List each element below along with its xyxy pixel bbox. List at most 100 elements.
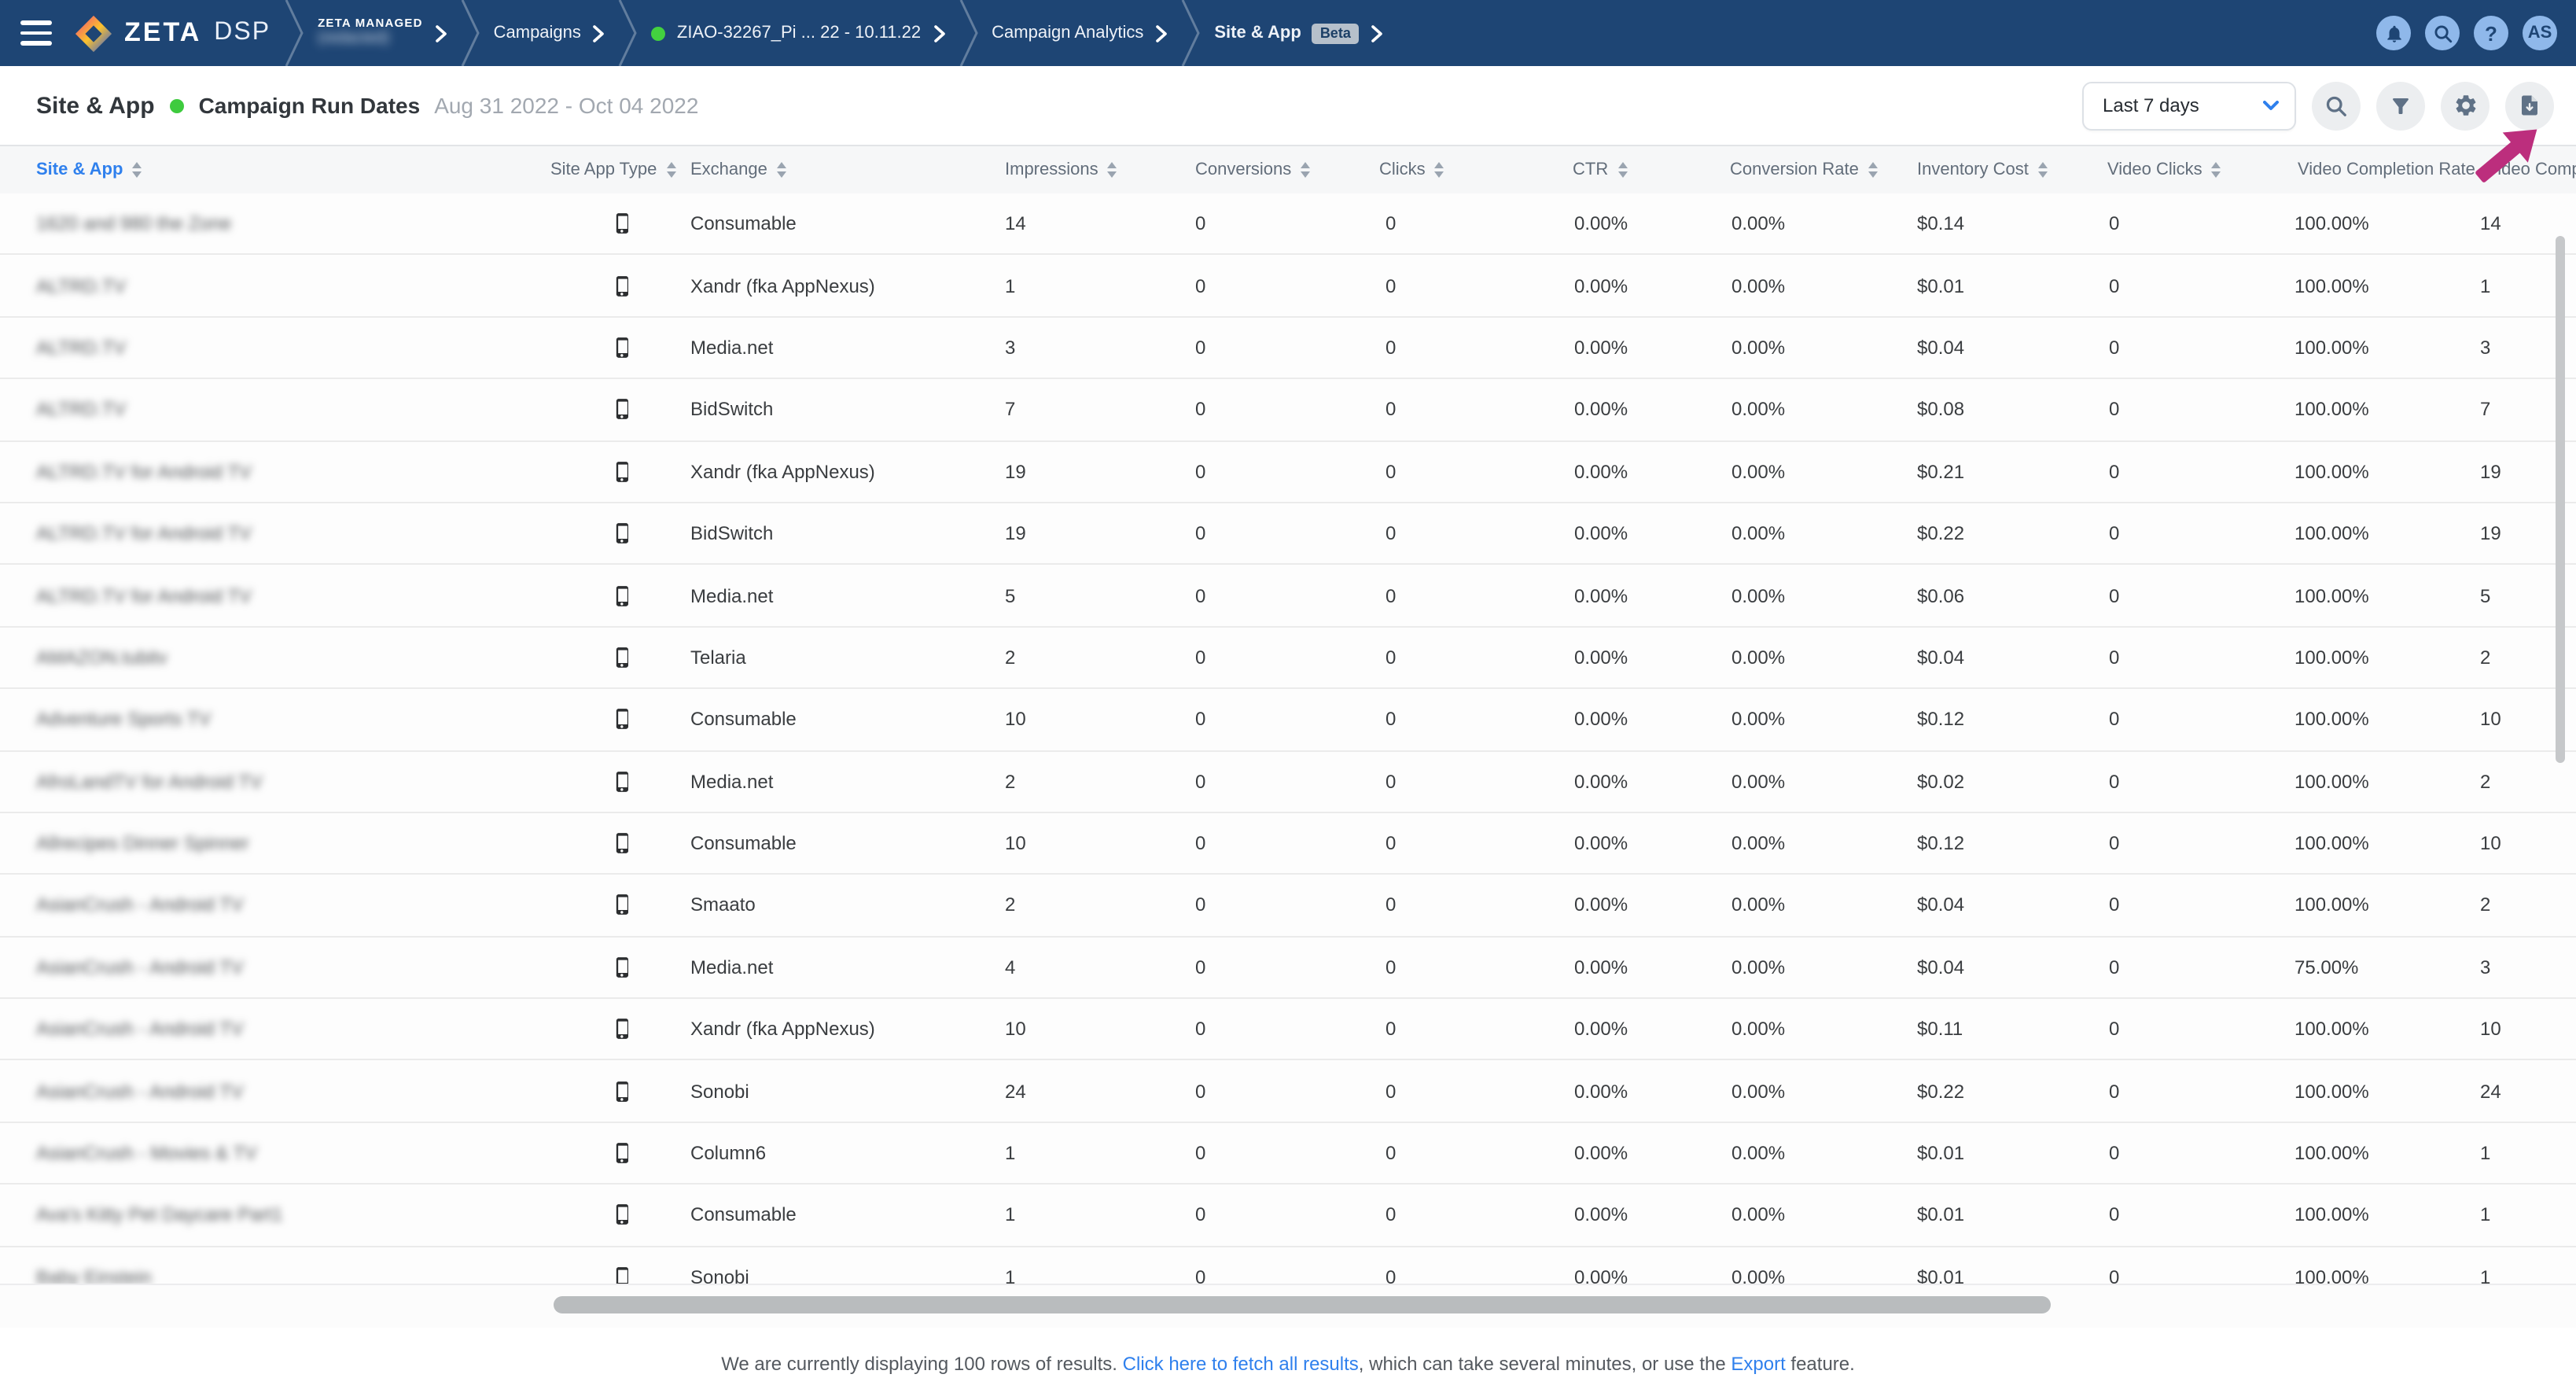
date-range-selected-value: Last 7 days — [2103, 94, 2199, 116]
table-row[interactable]: ALTRD.TV for Android TV Xandr (fka AppNe… — [0, 441, 2576, 503]
conversions-cell: 0 — [1195, 1266, 1206, 1284]
horizontal-scrollbar[interactable] — [554, 1296, 2051, 1313]
inventory-cost-cell: $0.12 — [1917, 832, 1965, 855]
table-row[interactable]: AsianCrush - Movies & TV Column6 1 0 0 0… — [0, 1122, 2576, 1185]
notifications-button[interactable] — [2376, 16, 2411, 50]
table-row[interactable]: Adventure Sports TV Consumable 10 0 0 0.… — [0, 689, 2576, 752]
exchange-cell: Media.net — [690, 956, 774, 978]
column-header-site-app-type[interactable]: Site App Type — [550, 146, 676, 193]
table-row[interactable]: Allrecipes Dinner Spinner Consumable 10 … — [0, 812, 2576, 875]
search-button[interactable] — [2425, 16, 2460, 50]
inventory-cost-cell: $0.01 — [1917, 1266, 1965, 1284]
sort-icon — [1107, 161, 1117, 179]
column-header-video-clicks[interactable]: Video Clicks — [2107, 146, 2221, 193]
video-completions-cell: 19 — [2480, 522, 2501, 545]
column-header-inventory-cost[interactable]: Inventory Cost — [1917, 146, 2048, 193]
column-header-ctr[interactable]: CTR — [1573, 146, 1628, 193]
beta-badge: Beta — [1312, 23, 1359, 43]
impressions-cell: 10 — [1005, 832, 1026, 855]
question-mark-icon: ? — [2485, 21, 2497, 45]
table-row[interactable]: AsianCrush - Android TV Media.net 4 0 0 … — [0, 937, 2576, 1000]
table-row[interactable]: AMAZON.tubitv Telaria 2 0 0 0.00% 0.00% … — [0, 627, 2576, 690]
ctr-cell: 0.00% — [1574, 708, 1628, 731]
inventory-cost-cell: $0.01 — [1917, 274, 1965, 297]
video-completions-cell: 1 — [2480, 274, 2491, 297]
column-header-site-and-app[interactable]: Site & App — [36, 146, 142, 193]
clicks-cell: 0 — [1386, 274, 1397, 297]
conversion-rate-cell: 0.00% — [1731, 522, 1786, 545]
exchange-cell: Media.net — [690, 584, 774, 607]
table-row[interactable]: ALTRD.TV for Android TV BidSwitch 19 0 0… — [0, 503, 2576, 566]
zeta-dsp-logo[interactable]: ZETA DSP — [74, 13, 270, 53]
video-completion-rate-cell: 100.00% — [2294, 336, 2369, 359]
page-header: Site & App Campaign Run Dates Aug 31 202… — [0, 66, 2576, 146]
video-completions-cell: 2 — [2480, 770, 2491, 793]
table-search-button[interactable] — [2312, 81, 2361, 130]
site-app-name-cell: AsianCrush - Android TV — [36, 1080, 244, 1103]
column-header-conversion-rate[interactable]: Conversion Rate — [1730, 146, 1878, 193]
date-range-select[interactable]: Last 7 days — [2082, 81, 2296, 130]
smartphone-icon — [612, 393, 634, 426]
column-header-impressions[interactable]: Impressions — [1005, 146, 1117, 193]
table-row[interactable]: ALTRD.TV BidSwitch 7 0 0 0.00% 0.00% $0.… — [0, 379, 2576, 442]
account-name-redacted: (redacted) — [318, 30, 390, 48]
table-row[interactable]: Baby Einstein Sonobi 1 0 0 0.00% 0.00% $… — [0, 1247, 2576, 1284]
table-row[interactable]: AfroLandTV for Android TV Media.net 2 0 … — [0, 751, 2576, 813]
clicks-cell: 0 — [1386, 398, 1397, 421]
user-avatar[interactable]: AS — [2523, 16, 2557, 50]
table-row[interactable]: AsianCrush - Android TV Sonobi 24 0 0 0.… — [0, 1060, 2576, 1123]
table-row[interactable]: ALTRD.TV for Android TV Media.net 5 0 0 … — [0, 565, 2576, 628]
column-header-video-completions[interactable]: Video Compl — [2486, 160, 2576, 179]
smartphone-icon — [612, 641, 634, 674]
column-header-conversions[interactable]: Conversions — [1195, 146, 1311, 193]
table-row[interactable]: AsianCrush - Android TV Smaato 2 0 0 0.0… — [0, 875, 2576, 938]
clicks-cell: 0 — [1386, 646, 1397, 669]
exchange-cell: BidSwitch — [690, 522, 774, 545]
breadcrumb-account[interactable]: ZETA MANAGED (redacted) — [318, 16, 423, 50]
ctr-cell: 0.00% — [1574, 1266, 1628, 1284]
table-row[interactable]: 1620 and 980 the Zone Consumable 14 0 0 … — [0, 193, 2576, 256]
vertical-scrollbar[interactable] — [2556, 236, 2565, 763]
exchange-cell: Telaria — [690, 646, 746, 669]
video-completion-rate-cell: 100.00% — [2294, 1080, 2369, 1103]
smartphone-icon — [612, 1013, 634, 1046]
search-icon — [2326, 95, 2346, 116]
table-row[interactable]: AsianCrush - Android TV Xandr (fka AppNe… — [0, 999, 2576, 1061]
site-app-name-cell: AfroLandTV for Android TV — [36, 770, 263, 793]
breadcrumb-label: Campaign Analytics — [992, 24, 1144, 42]
conversion-rate-cell: 0.00% — [1731, 1203, 1786, 1226]
breadcrumb-campaign[interactable]: ZIAO-32267_Pi ... 22 - 10.11.22 — [651, 24, 944, 42]
column-header-exchange[interactable]: Exchange — [690, 146, 786, 193]
export-button[interactable] — [2505, 81, 2554, 130]
help-button[interactable]: ? — [2474, 16, 2508, 50]
table-row[interactable]: ALTRD.TV Media.net 3 0 0 0.00% 0.00% $0.… — [0, 317, 2576, 380]
clicks-cell: 0 — [1386, 770, 1397, 793]
video-completions-cell: 1 — [2480, 1203, 2491, 1226]
ctr-cell: 0.00% — [1574, 1018, 1628, 1041]
breadcrumb-campaign-analytics[interactable]: Campaign Analytics — [992, 24, 1168, 42]
column-header-video-completion-rate[interactable]: Video Completion Rate — [2298, 146, 2494, 193]
inventory-cost-cell: $0.21 — [1917, 460, 1965, 483]
video-completions-cell: 24 — [2480, 1080, 2501, 1103]
exchange-cell: Media.net — [690, 336, 774, 359]
settings-button[interactable] — [2441, 81, 2490, 130]
table-row[interactable]: Ava's Kitty Pet Daycare Part1 Consumable… — [0, 1184, 2576, 1247]
conversions-cell: 0 — [1195, 956, 1206, 978]
video-clicks-cell: 0 — [2109, 1203, 2120, 1226]
menu-icon[interactable] — [20, 20, 52, 46]
campaign-date-range: Aug 31 2022 - Oct 04 2022 — [434, 93, 699, 118]
sort-icon — [2037, 161, 2048, 179]
fetch-all-results-link[interactable]: Click here to fetch all results — [1122, 1353, 1359, 1375]
filter-button[interactable] — [2376, 81, 2425, 130]
page-subtitle: Campaign Run Dates — [198, 93, 421, 118]
export-link[interactable]: Export — [1731, 1353, 1786, 1375]
video-completions-cell: 10 — [2480, 1018, 2501, 1041]
ctr-cell: 0.00% — [1574, 212, 1628, 235]
impressions-cell: 14 — [1005, 212, 1026, 235]
breadcrumb-campaigns[interactable]: Campaigns — [494, 24, 605, 42]
video-completion-rate-cell: 100.00% — [2294, 398, 2369, 421]
impressions-cell: 3 — [1005, 336, 1016, 359]
breadcrumb-site-and-app[interactable]: Site & App Beta — [1214, 23, 1382, 43]
column-header-clicks[interactable]: Clicks — [1379, 146, 1444, 193]
table-row[interactable]: ALTRD.TV Xandr (fka AppNexus) 1 0 0 0.00… — [0, 255, 2576, 318]
